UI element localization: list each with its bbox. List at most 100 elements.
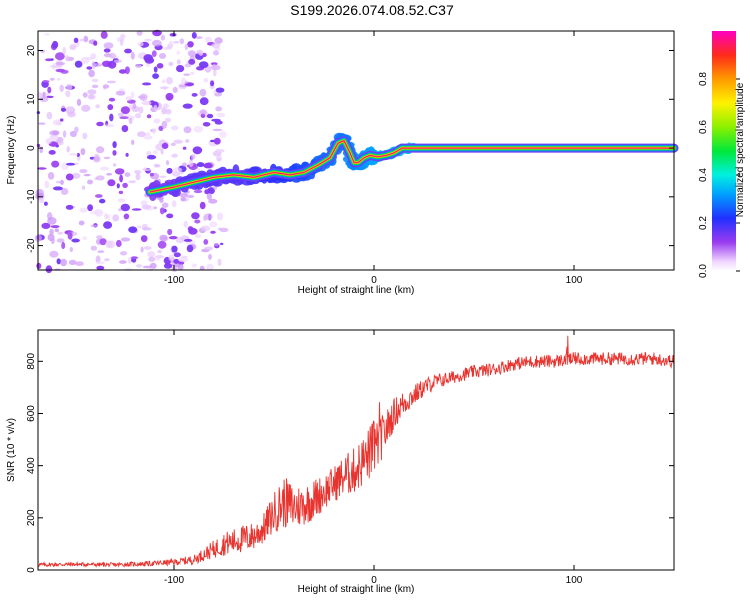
y-tick-label: 0 [26,567,37,573]
noise-blob [152,73,160,79]
noise-blob [46,95,54,99]
noise-blob [118,69,127,74]
noise-blob [166,77,173,85]
noise-blob [204,189,210,195]
x-tick-label: 100 [566,575,583,586]
spectrogram-y-ticks: -20 -10 0 10 20 [26,45,674,253]
colorbar-tick-label: 0.4 [698,168,709,182]
noise-blob [178,257,189,263]
noise-blob [143,246,152,250]
noise-blob [114,168,125,175]
noise-blob [68,153,78,156]
ridge-line [149,140,675,193]
noise-blob [153,206,157,210]
noise-blob [141,204,151,210]
noise-blob [196,49,203,55]
noise-blob [116,183,120,189]
noise-blob [168,236,178,240]
noise-blob [95,261,105,265]
noise-blob [117,198,126,203]
snr-y-ticks: 0 200 400 600 800 [26,353,674,573]
noise-blob [95,255,101,263]
noise-blob [149,172,154,177]
noise-blob [199,201,206,210]
noise-blob [216,157,222,161]
noise-blob [173,40,179,44]
noise-blob [206,113,214,119]
noise-blob [220,242,224,246]
noise-blob [142,82,152,86]
noise-blob [44,33,50,36]
noise-blob [175,237,185,244]
noise-blob [52,130,60,136]
noise-blob [60,188,69,195]
noise-blob [107,213,111,221]
noise-blob [99,166,110,171]
noise-blob [173,167,183,172]
noise-blob [191,93,198,97]
noise-blob [47,86,52,94]
noise-blob [203,213,213,220]
noise-blob [73,37,79,43]
noise-blob [44,180,50,189]
noise-blob [145,132,151,137]
noise-blob [214,37,223,44]
noise-blob [142,168,152,171]
noise-blob [107,104,114,111]
noise-blob [210,62,218,66]
noise-blob [182,162,187,167]
noise-blob [135,64,142,69]
noise-blob [122,182,128,188]
snr-background [38,330,674,570]
noise-blob [203,78,209,83]
noise-blob [95,146,105,154]
noise-blob [161,142,169,149]
noise-blob [47,217,57,225]
noise-blob [82,92,88,98]
noise-blob [97,250,105,254]
noise-blob [50,58,54,61]
noise-blob [120,237,131,242]
noise-blob [95,194,103,198]
noise-blob [136,264,143,268]
noise-blob [60,107,67,112]
noise-blob [213,69,217,77]
noise-blob [132,102,137,109]
noise-blob [173,139,183,144]
noise-blob [206,263,214,271]
noise-blob [131,208,142,211]
noise-blob [179,38,185,45]
noise-blob [148,256,156,262]
noise-blob [153,118,161,124]
noise-blob [138,106,144,114]
noise-blob [61,241,66,250]
noise-blob [52,40,59,49]
noise-blob [166,167,173,174]
noise-blob [185,139,190,143]
noise-blob [190,154,196,160]
noise-blob [146,114,152,119]
noise-blob [171,153,178,158]
noise-blob [120,203,130,212]
noise-blob [168,61,174,67]
noise-blob [87,204,93,212]
noise-blob [153,104,158,112]
noise-blob [42,80,50,83]
noise-blob [118,190,124,195]
noise-blob [159,234,168,242]
noise-blob [81,104,91,112]
noise-blob [176,59,181,65]
noise-blob [216,212,224,221]
noise-blob [210,230,216,234]
noise-blob [182,146,187,150]
noise-blob [118,208,122,212]
noise-blob [120,106,130,114]
noise-blob [55,52,65,61]
colorbar-gradient [712,31,736,271]
noise-blob [155,143,164,151]
noise-blob [164,117,171,123]
noise-blob [188,58,196,65]
noise-blob [69,44,76,51]
y-tick-label: -20 [26,238,37,253]
noise-blob [203,162,213,169]
